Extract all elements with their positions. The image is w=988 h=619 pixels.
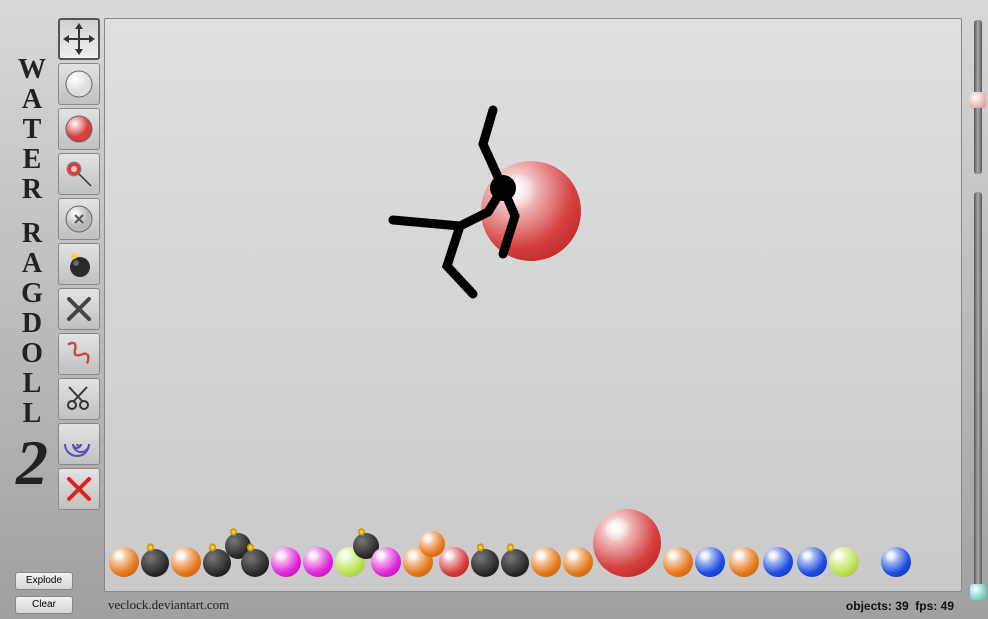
ball[interactable] <box>271 547 301 577</box>
title-letter: L <box>23 369 42 399</box>
fps-label: fps: <box>915 599 937 613</box>
bomb[interactable] <box>471 549 499 577</box>
white-ball-tool-icon <box>63 68 95 100</box>
ball[interactable] <box>881 547 911 577</box>
ball[interactable] <box>171 547 201 577</box>
x-tool[interactable] <box>58 288 100 330</box>
ball[interactable] <box>439 547 469 577</box>
slider-bottom-knob[interactable] <box>970 584 986 600</box>
rope-tool-icon <box>63 338 95 370</box>
ball[interactable] <box>109 547 139 577</box>
gray-ball-tool[interactable] <box>58 198 100 240</box>
credit-text: veclock.deviantart.com <box>108 597 229 613</box>
white-ball-tool[interactable] <box>58 63 100 105</box>
ball[interactable] <box>303 547 333 577</box>
stats: objects: 39 fps: 49 <box>846 599 954 613</box>
vortex-tool-icon <box>63 428 95 460</box>
bomb[interactable] <box>141 549 169 577</box>
fps-value: 49 <box>941 599 954 613</box>
objects-value: 39 <box>895 599 908 613</box>
scissors-tool-icon <box>63 383 95 415</box>
ball[interactable] <box>729 547 759 577</box>
title-letter: G <box>21 279 43 309</box>
slider-top-knob[interactable] <box>970 92 986 108</box>
bomb[interactable] <box>241 549 269 577</box>
ball[interactable] <box>563 547 593 577</box>
bomb-tool-icon <box>63 248 95 280</box>
ball[interactable] <box>829 547 859 577</box>
ball[interactable] <box>763 547 793 577</box>
rope-tool[interactable] <box>58 333 100 375</box>
move-tool[interactable] <box>58 18 100 60</box>
explode-button[interactable]: Explode <box>15 572 73 590</box>
scissors-tool[interactable] <box>58 378 100 420</box>
title-letter: T <box>23 115 42 145</box>
title-letter: L <box>23 399 42 429</box>
red-ball-tool-icon <box>63 113 95 145</box>
slider-bottom-track[interactable] <box>974 192 982 600</box>
delete-tool-icon <box>63 473 95 505</box>
pin-ball-tool[interactable] <box>58 153 100 195</box>
ball[interactable] <box>371 547 401 577</box>
title-letter: D <box>22 309 42 339</box>
title-letter: A <box>22 85 42 115</box>
ragdoll[interactable] <box>385 104 605 304</box>
ball[interactable] <box>663 547 693 577</box>
bomb-tool[interactable] <box>58 243 100 285</box>
ball[interactable] <box>695 547 725 577</box>
gray-ball-tool-icon <box>63 203 95 235</box>
bomb[interactable] <box>501 549 529 577</box>
vortex-tool[interactable] <box>58 423 100 465</box>
title-letter: O <box>21 339 43 369</box>
play-area[interactable] <box>104 18 962 592</box>
delete-tool[interactable] <box>58 468 100 510</box>
title-letter: R <box>22 219 42 249</box>
ball[interactable] <box>797 547 827 577</box>
medium-ball[interactable] <box>593 509 661 577</box>
objects-label: objects: <box>846 599 892 613</box>
clear-button[interactable]: Clear <box>15 596 73 614</box>
title-letter: W <box>18 55 46 85</box>
title-letter: E <box>23 145 42 175</box>
move-tool-icon <box>63 23 95 55</box>
title-letter: A <box>22 249 42 279</box>
toolbar <box>58 18 102 510</box>
title-letter <box>29 205 36 219</box>
red-ball-tool[interactable] <box>58 108 100 150</box>
title-number: 2 <box>16 435 48 491</box>
pin-ball-tool-icon <box>63 158 95 190</box>
game-title: WATER RAGDOLL2 <box>12 55 52 491</box>
ball[interactable] <box>531 547 561 577</box>
x-tool-icon <box>63 293 95 325</box>
